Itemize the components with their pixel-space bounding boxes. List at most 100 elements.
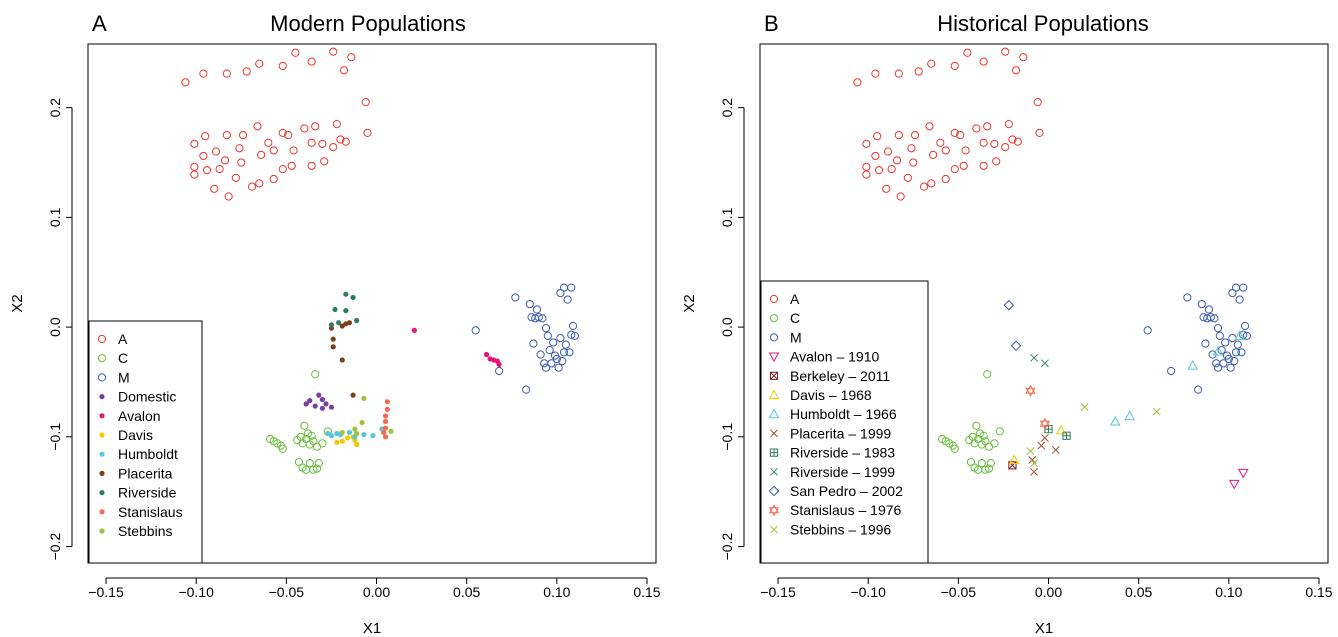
data-point: [329, 143, 338, 152]
data-point: [983, 370, 992, 379]
data-point: [979, 57, 988, 66]
data-point: [1231, 348, 1241, 357]
legend-item-c: C: [97, 350, 128, 366]
data-point: [871, 151, 880, 161]
data-point: [339, 438, 345, 444]
data-point: [1230, 357, 1239, 366]
y-tick-label: 0.1: [47, 207, 63, 227]
legend-item-humboldt-1966: Humboldt – 1966: [768, 406, 897, 422]
data-point: [1237, 348, 1246, 357]
legend-label: Stanislaus – 1976: [790, 502, 902, 518]
data-point: [1194, 385, 1203, 394]
data-point: [307, 398, 313, 404]
legend-marker: [99, 470, 105, 476]
data-point: [284, 130, 293, 140]
legend-item-m: M: [97, 369, 130, 385]
legend-box: [88, 320, 203, 564]
data-point: [532, 305, 542, 314]
data-point: [303, 401, 309, 407]
y-tick-label: −0.2: [719, 533, 735, 561]
legend-label: Placerita – 1999: [790, 425, 891, 441]
data-point: [1080, 403, 1089, 412]
data-point: [289, 146, 298, 155]
legend-item-stanislaus: Stanislaus: [99, 504, 183, 520]
legend-marker: [768, 504, 780, 517]
y-tick-label: −0.1: [47, 423, 63, 451]
data-point: [312, 403, 318, 409]
data-point: [873, 132, 882, 141]
series-riverside-1983: [1044, 425, 1071, 440]
data-point: [909, 158, 918, 167]
legend-marker: [99, 490, 105, 496]
data-point: [979, 138, 988, 147]
data-point: [1011, 66, 1021, 75]
data-point: [242, 67, 251, 76]
data-point: [350, 392, 356, 398]
legend-item-davis-1968: Davis – 1968: [768, 387, 872, 403]
data-point: [319, 405, 326, 411]
legend-label: Domestic: [118, 389, 176, 405]
data-point: [543, 331, 552, 340]
data-point: [336, 135, 345, 144]
data-point: [307, 57, 316, 66]
legend-item-berkeley-2011: Berkeley – 2011: [769, 368, 890, 384]
data-point: [332, 306, 338, 313]
data-point: [927, 179, 936, 188]
data-point: [278, 164, 287, 174]
data-point: [1233, 340, 1242, 349]
data-point: [471, 326, 480, 335]
data-point: [977, 459, 986, 468]
legend-item-san-pedro-2002: San Pedro – 2002: [768, 483, 903, 499]
series-a: [853, 47, 1044, 201]
data-point: [1051, 446, 1060, 454]
data-point: [547, 359, 556, 368]
x-tick-label: 0.15: [1305, 584, 1332, 600]
data-point: [1210, 314, 1219, 323]
data-point: [269, 146, 278, 155]
legend-marker: [770, 429, 778, 438]
data-point: [255, 179, 264, 188]
series-stanislaus: [381, 399, 390, 440]
data-point: [278, 128, 287, 137]
legend-label: Placerita: [118, 465, 173, 481]
data-point: [314, 459, 323, 468]
data-point: [346, 320, 353, 326]
data-point: [388, 428, 394, 434]
data-point: [540, 359, 549, 368]
data-point: [361, 395, 367, 402]
data-point: [1030, 353, 1039, 362]
data-point: [567, 283, 576, 292]
data-point: [307, 161, 316, 170]
data-point: [563, 295, 572, 304]
data-point: [561, 340, 570, 349]
data-points: [181, 47, 579, 474]
data-point: [247, 182, 257, 191]
data-point: [990, 139, 999, 148]
legend-marker: [770, 525, 778, 534]
data-point: [311, 370, 320, 379]
x-axis: −0.15 −0.10 −0.05 0.00 0.05 0.10 0.15: [760, 577, 1333, 600]
legend-item-riverside-1983: Riverside – 1983: [769, 445, 895, 461]
data-point: [329, 47, 338, 56]
data-point: [979, 161, 988, 170]
panel-a: A Modern Populations −0.15 −0.10 −0.05 0.00 0.…: [9, 11, 661, 637]
data-point: [536, 350, 545, 359]
series-stebbins: [339, 395, 394, 437]
data-point: [1025, 384, 1036, 397]
y-axis: −0.2 −0.1 0.0 0.1 0.2: [719, 98, 745, 561]
y-tick-label: 0.0: [47, 317, 63, 337]
data-point: [558, 357, 567, 366]
legend-label: Stanislaus: [118, 504, 183, 520]
data-point: [201, 132, 210, 141]
data-point: [255, 59, 264, 68]
x-tick-label: 0.05: [453, 584, 480, 600]
data-point: [1044, 425, 1053, 434]
data-point: [950, 61, 959, 71]
legend-label: Stebbins: [118, 523, 172, 539]
series-c: [266, 370, 332, 474]
x-axis-label: X1: [1035, 620, 1053, 637]
data-point: [1003, 299, 1015, 311]
series-m: [471, 283, 579, 394]
legend-label: Davis – 1968: [790, 387, 872, 403]
legend-label: A: [118, 331, 128, 347]
